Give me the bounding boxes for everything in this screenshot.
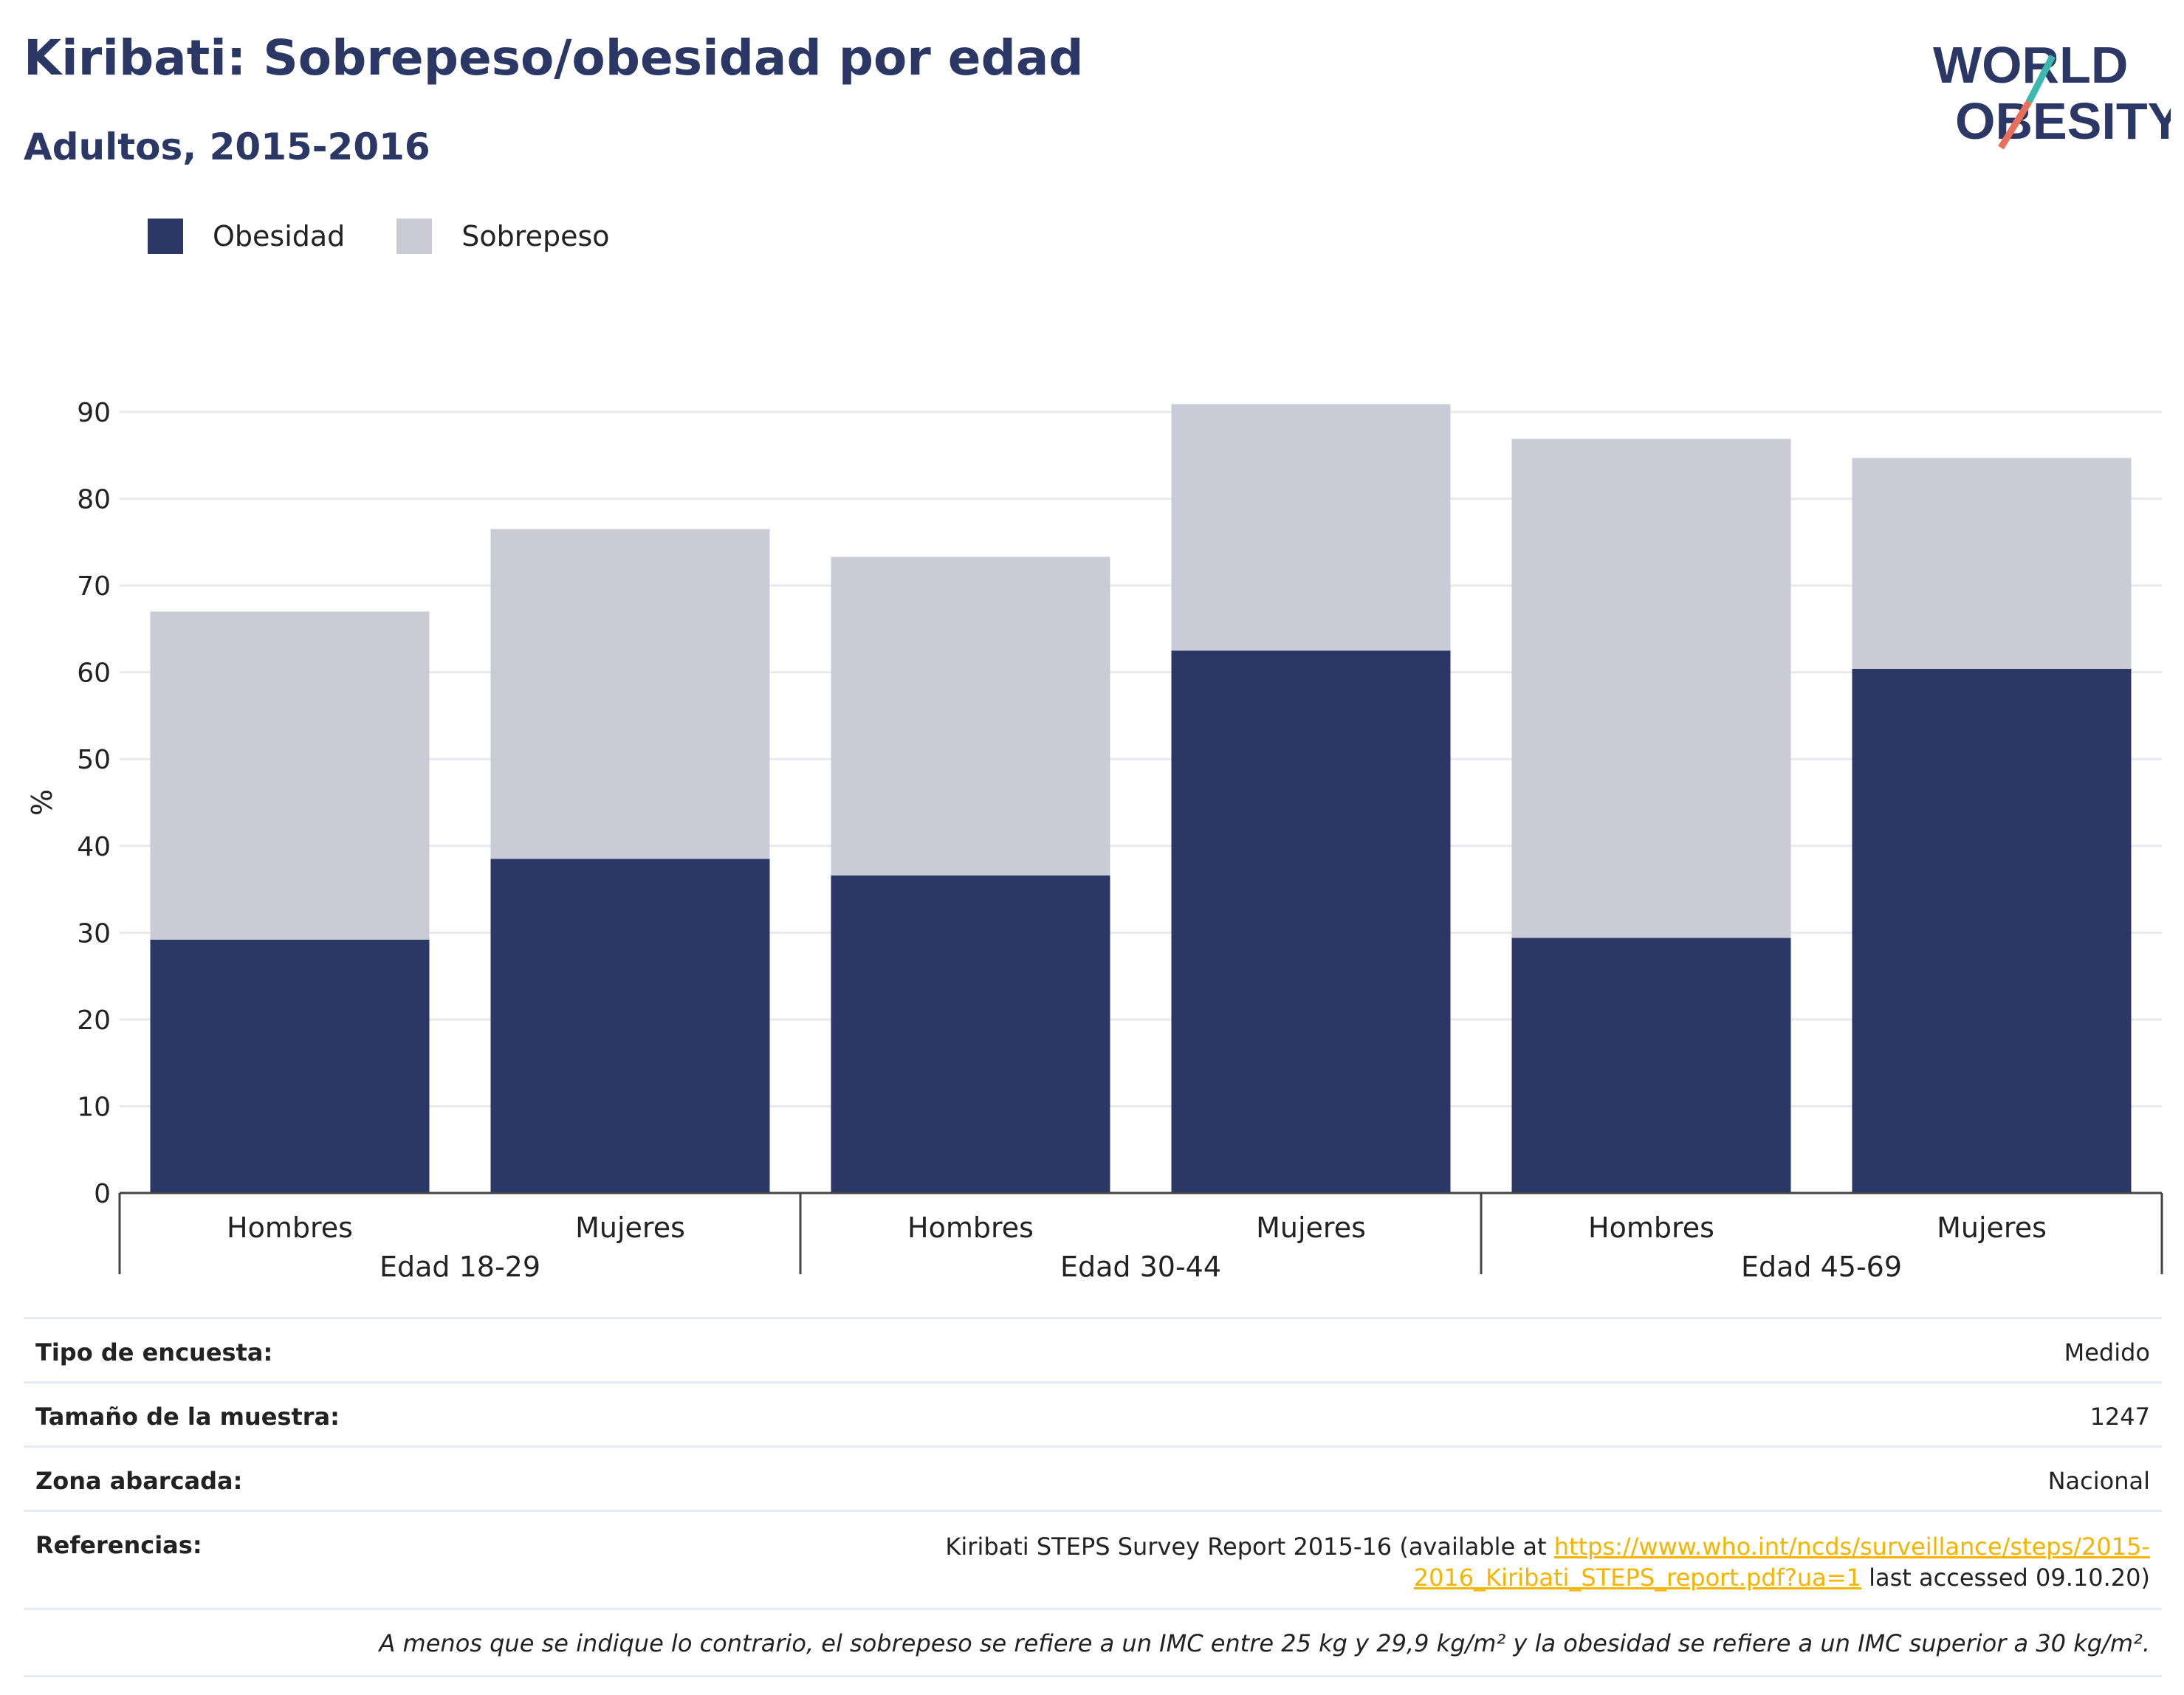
info-row-area: Zona abarcada: Nacional [24,1445,2162,1510]
chart-legend: Obesidad Sobrepeso [148,219,662,254]
survey-type-value: Medido [2064,1338,2150,1366]
y-tick-label-70: 70 [77,571,111,602]
references-link[interactable]: https://www.who.int/ncds/surveillance/st… [1413,1533,2150,1592]
x-tick-label-5: Mujeres [1937,1211,2047,1244]
x-tick-label-3: Mujeres [1256,1211,1366,1244]
legend-label-overweight: Sobrepeso [461,220,610,252]
references-value: Kiribati STEPS Survey Report 2015-16 (av… [895,1531,2150,1593]
bar-obesity-1 [490,859,770,1193]
info-row-survey-type: Tipo de encuesta: Medido [24,1317,2162,1381]
x-tick-label-0: Hombres [227,1211,353,1244]
y-tick-label-0: 0 [94,1179,111,1209]
bar-obesity-0 [150,939,430,1193]
y-tick-label-90: 90 [77,398,111,428]
y-axis-label: % [26,789,58,816]
y-tick-label-30: 30 [77,918,111,949]
info-row-references: Referencias: Kiribati STEPS Survey Repor… [24,1510,2162,1608]
svg-text:OBESITY: OBESITY [1955,92,2171,150]
legend-swatch-obesity [148,219,183,254]
references-label: Referencias: [35,1531,202,1559]
legend-label-obesity: Obesidad [213,220,346,252]
legend-item-obesity: Obesidad [148,219,345,254]
y-tick-label-80: 80 [77,485,111,515]
bar-obesity-2 [831,875,1110,1193]
y-tick-label-20: 20 [77,1005,111,1036]
info-row-sample-size: Tamaño de la muestra: 1247 [24,1381,2162,1445]
x-tick-label-4: Hombres [1588,1211,1714,1244]
group-label-0: Edad 18-29 [380,1251,540,1283]
sample-size-value: 1247 [2089,1403,2150,1431]
references-text-before: Kiribati STEPS Survey Report 2015-16 (av… [945,1533,1554,1561]
area-label: Zona abarcada: [35,1467,243,1495]
bar-obesity-4 [1511,938,1791,1193]
y-tick-label-10: 10 [77,1092,111,1122]
bar-overweight-4 [1511,439,1791,938]
group-label-2: Edad 45-69 [1741,1251,1902,1283]
legend-item-overweight: Sobrepeso [396,219,610,254]
chart-title: Kiribati: Sobrepeso/obesidad por edad [24,30,1084,86]
bar-obesity-3 [1171,650,1451,1193]
area-value: Nacional [2047,1467,2150,1495]
chart-subtitle: Adultos, 2015-2016 [24,126,430,168]
bar-overweight-5 [1852,458,2132,669]
bar-obesity-5 [1852,668,2132,1193]
svg-text:WORLD: WORLD [1933,36,2128,94]
y-tick-label-50: 50 [77,745,111,775]
bar-overweight-2 [831,557,1110,876]
group-label-1: Edad 30-44 [1060,1251,1221,1283]
world-obesity-logo: WORLD OBESITY [1933,36,2171,150]
y-tick-label-40: 40 [77,832,111,862]
footnote: A menos que se indique lo contrario, el … [24,1608,2162,1677]
stacked-bar-chart: 0 10 20 30 40 50 60 70 80 90% Hombres Mujeres Hombre… [26,398,2163,1283]
x-tick-label-1: Mujeres [575,1211,685,1244]
sample-size-label: Tamaño de la muestra: [35,1403,340,1431]
legend-swatch-overweight [396,219,433,254]
survey-type-label: Tipo de encuesta: [35,1338,273,1366]
bar-overweight-1 [490,529,770,859]
y-tick-label-60: 60 [77,659,111,689]
bar-overweight-3 [1171,404,1451,651]
references-text-after: last accessed 09.10.20) [1861,1564,2150,1592]
x-tick-label-2: Hombres [907,1211,1034,1244]
info-table: Tipo de encuesta: Medido Tamaño de la mu… [24,1317,2162,1677]
bar-overweight-0 [150,611,430,940]
